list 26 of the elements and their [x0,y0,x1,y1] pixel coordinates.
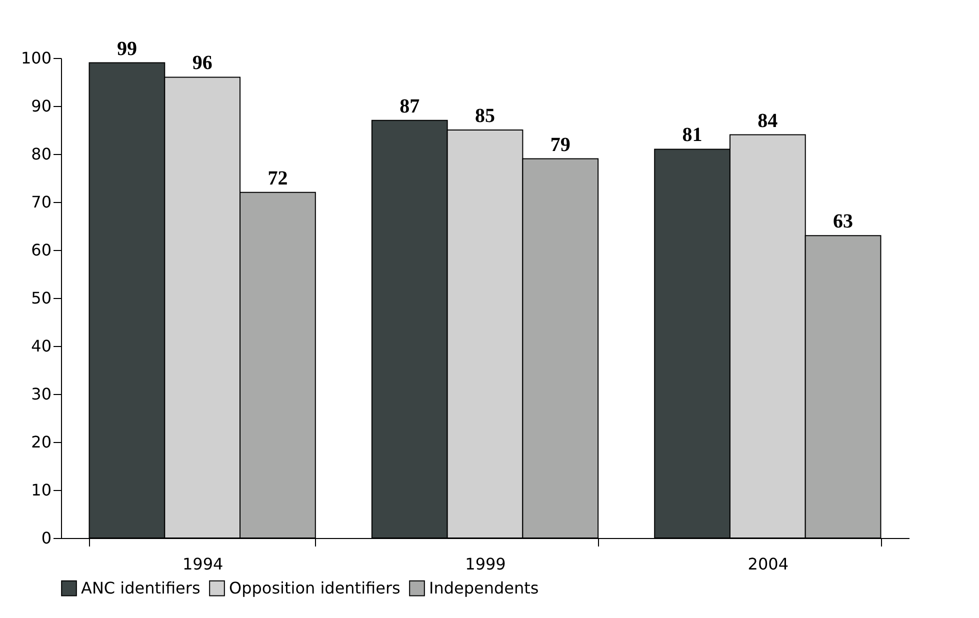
data-label: 72 [268,167,288,190]
legend-label: Independents [429,578,539,598]
data-label: 85 [475,105,495,127]
data-label: 96 [192,52,212,74]
data-label: 87 [400,95,420,118]
x-tick-label: 2004 [748,554,789,574]
data-label: 81 [682,124,702,146]
y-tick-label: 20 [31,432,52,452]
data-label: 84 [758,110,778,132]
y-tick-label: 30 [31,384,52,404]
y-tick-label: 90 [31,96,52,116]
y-tick-label: 10 [31,480,52,500]
y-tick-label: 50 [31,288,52,308]
legend-label: Opposition identifiers [229,578,400,598]
y-tick-label: 80 [31,144,52,164]
x-tick-label: 1999 [465,554,506,574]
x-tick-label: 1994 [182,554,224,574]
y-tick-label: 70 [31,192,52,212]
y-tick-label: 0 [41,528,52,548]
legend-label: ANC identifiers [81,578,200,598]
data-label: 79 [550,134,570,156]
data-label: 99 [116,38,137,60]
y-tick-label: 40 [31,336,52,356]
data-label: 63 [833,210,854,233]
y-tick-label: 100 [20,48,52,68]
y-tick-label: 60 [31,240,52,260]
